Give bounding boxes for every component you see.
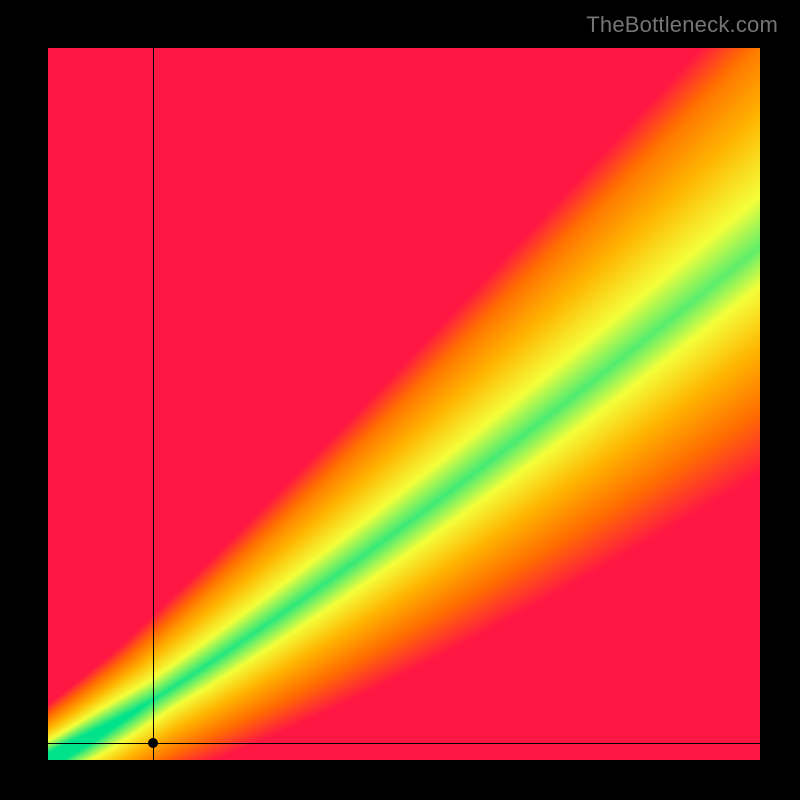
chart-area (48, 48, 760, 760)
crosshair-vertical (153, 48, 154, 760)
chart-container: TheBottleneck.com (0, 0, 800, 800)
heatmap-canvas (48, 48, 760, 760)
watermark-text: TheBottleneck.com (586, 12, 778, 38)
marker-dot (148, 738, 158, 748)
